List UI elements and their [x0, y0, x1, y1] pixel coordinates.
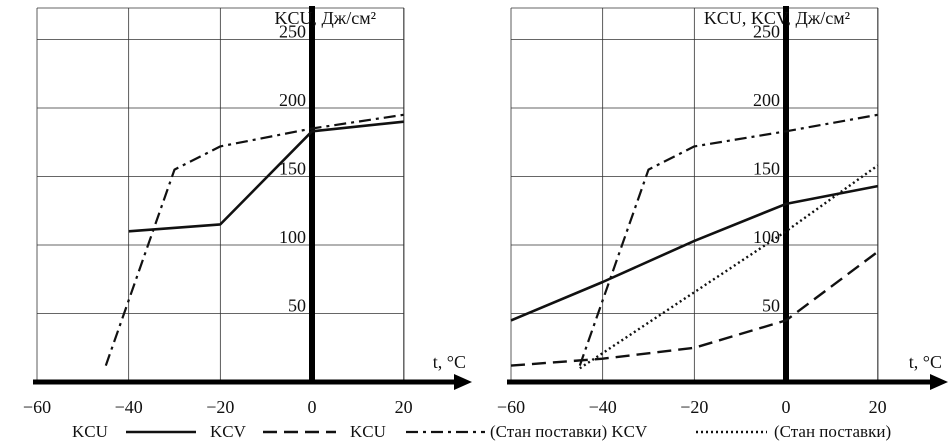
x-tick-label: 0	[782, 397, 791, 417]
y-tick-label: 50	[762, 296, 780, 316]
x-tick-label: −40	[589, 397, 617, 417]
x-tick-label: 20	[395, 397, 413, 417]
y-tick-label: 200	[753, 90, 780, 110]
x-axis-label: t, °C	[909, 352, 942, 372]
x-tick-label: −20	[680, 397, 708, 417]
x-tick-label: 20	[869, 397, 887, 417]
legend-label-kcv: KCV	[210, 422, 247, 441]
y-tick-label: 100	[753, 227, 780, 247]
x-tick-label: 0	[308, 397, 317, 417]
y-tick-label: 250	[279, 22, 306, 42]
series-line-dashdot	[578, 113, 878, 366]
y-axis-label: KCU, Дж/см²	[275, 8, 377, 28]
y-tick-label: 100	[279, 227, 306, 247]
y-tick-label: 150	[279, 159, 306, 179]
legend-label-kcv-delivered: (Стан поставки) KCV	[490, 422, 648, 441]
y-tick-label: 150	[753, 159, 780, 179]
y-tick-label: 200	[279, 90, 306, 110]
x-axis-arrow	[930, 374, 948, 390]
x-tick-label: −60	[23, 397, 51, 417]
legend-label-kcu-delivered: KCU	[350, 422, 386, 441]
series-line-dashdot	[104, 113, 404, 366]
x-tick-label: −60	[497, 397, 525, 417]
x-axis-label: t, °C	[433, 352, 466, 372]
legend-label-kcu: KCU	[72, 422, 108, 441]
series-line-solid	[128, 120, 404, 233]
legend: KCU KCV KCU (Стан поставки) KCV (Стан по…	[72, 422, 891, 441]
x-tick-label: −40	[115, 397, 143, 417]
x-tick-label: −20	[206, 397, 234, 417]
y-tick-label: 50	[288, 296, 306, 316]
y-tick-label: 250	[753, 22, 780, 42]
x-axis-arrow	[454, 374, 472, 390]
series-line-dashed	[510, 250, 879, 367]
series-line-solid	[510, 184, 878, 322]
y-axis-label: KCU, KCV, Дж/см²	[704, 8, 850, 28]
legend-tail-label: (Стан поставки)	[774, 422, 891, 441]
